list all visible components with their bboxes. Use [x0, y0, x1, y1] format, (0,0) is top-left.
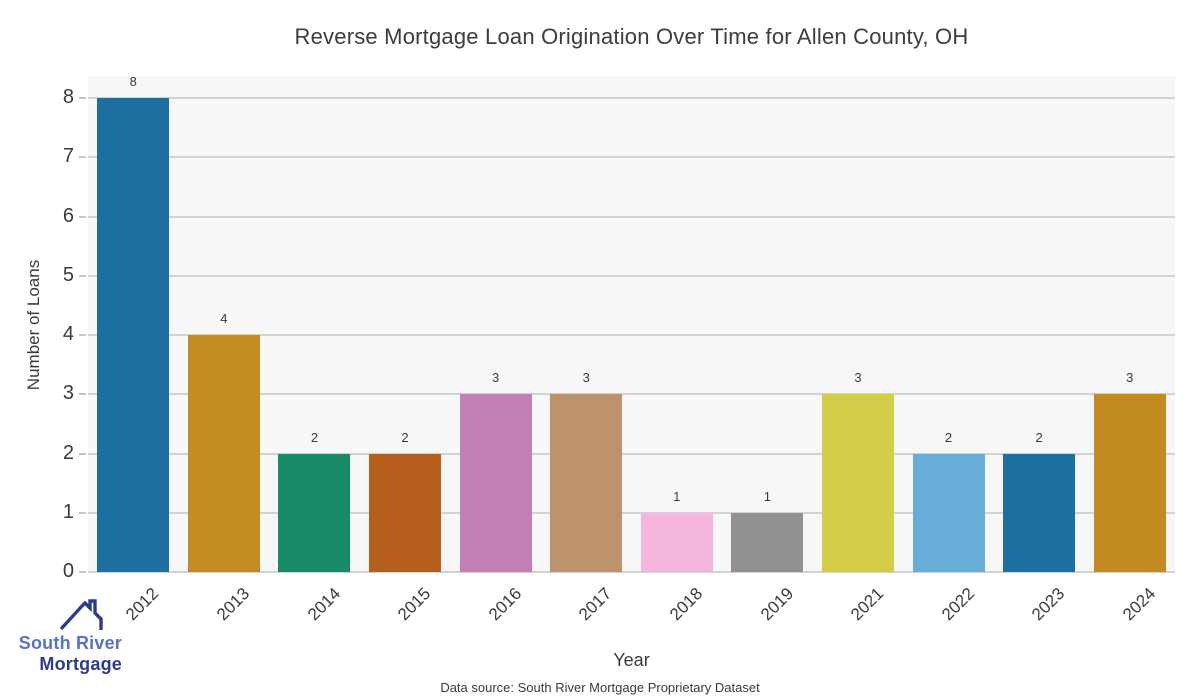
- bar-2019: [731, 512, 804, 572]
- xtick-label-2015: 2015: [394, 584, 435, 625]
- xtick-label-2017: 2017: [575, 584, 616, 625]
- bar-2022: [912, 453, 985, 572]
- ytick-dash-1: [79, 511, 86, 514]
- house-roof-icon: [59, 599, 103, 631]
- ytick-dash-7: [79, 156, 86, 159]
- bar-value-2013: 4: [220, 311, 228, 326]
- bar-value-2024: 3: [1126, 370, 1134, 386]
- south-river-mortgage-logo: South River Mortgage: [14, 597, 122, 675]
- bar-value-2023: 2: [1035, 429, 1043, 445]
- xtick-label-2013: 2013: [213, 584, 254, 625]
- bar-2023: [1003, 453, 1076, 572]
- xtick-label-2021: 2021: [847, 584, 888, 625]
- gridline-y4: [88, 334, 1175, 336]
- xtick-label-2019: 2019: [756, 584, 797, 625]
- ytick-label-0: 0: [62, 560, 74, 582]
- xtick-label-2012: 2012: [122, 584, 163, 625]
- ytick-dash-4: [79, 334, 86, 336]
- gridline-y7: [88, 156, 1175, 159]
- plot-area: 8 4 2 2 3 3 1 1 3 2 2 3: [88, 74, 1175, 573]
- gridline-y8: [88, 97, 1175, 99]
- ytick-label-8: 8: [62, 86, 74, 108]
- gridline-y0: [88, 571, 1175, 573]
- bar-value-2012: 8: [129, 74, 137, 89]
- ytick-label-1: 1: [62, 500, 74, 523]
- xtick-label-2018: 2018: [666, 584, 707, 625]
- bar-2013: [187, 335, 260, 572]
- gridline-y3: [88, 393, 1175, 396]
- bar-value-2016: 3: [492, 370, 500, 386]
- x-axis-label: Year: [613, 650, 650, 670]
- bar-2014: [278, 453, 351, 572]
- chart-title: Reverse Mortgage Loan Origination Over T…: [294, 24, 969, 49]
- xtick-label-2023: 2023: [1028, 584, 1069, 625]
- logo-text-mortgage: Mortgage: [39, 654, 122, 674]
- ytick-dash-5: [79, 274, 86, 277]
- gridline-y1: [88, 511, 1175, 514]
- ytick-label-5: 5: [62, 263, 74, 286]
- bar-value-2018: 1: [673, 488, 681, 504]
- bar-value-2014: 2: [310, 429, 319, 445]
- gridline-y6: [88, 215, 1175, 218]
- bar-value-2019: 1: [763, 488, 771, 504]
- ytick-dash-3: [79, 393, 86, 396]
- ytick-label-4: 4: [62, 323, 74, 345]
- data-source-caption: Data source: South River Mortgage Propri…: [440, 680, 760, 695]
- ytick-label-6: 6: [62, 204, 74, 227]
- bar-2016: [459, 394, 532, 572]
- logo-text-south-river: South River: [18, 633, 122, 653]
- gridline-y5: [88, 274, 1175, 277]
- ytick-dash-6: [79, 215, 86, 218]
- bar-value-2022: 2: [944, 429, 953, 445]
- gridline-y2: [88, 452, 1175, 455]
- xtick-label-2014: 2014: [303, 584, 344, 625]
- bar-value-2015: 2: [401, 429, 409, 445]
- bar-2021: [821, 394, 894, 572]
- ytick-dash-8: [79, 97, 86, 99]
- bar-2012: [97, 98, 170, 572]
- ytick-dash-0: [79, 571, 86, 573]
- ytick-label-2: 2: [62, 441, 74, 464]
- bar-value-2021: 3: [854, 370, 862, 386]
- ytick-dash-2: [79, 452, 86, 455]
- xtick-label-2016: 2016: [484, 584, 526, 625]
- bar-2018: [640, 512, 713, 572]
- bar-value-2017: 3: [582, 370, 590, 386]
- bar-2015: [369, 453, 442, 572]
- bar-2024: [1093, 394, 1166, 572]
- ytick-label-7: 7: [62, 145, 74, 168]
- xtick-label-2024: 2024: [1118, 584, 1160, 625]
- bar-2017: [550, 394, 623, 572]
- ytick-label-3: 3: [62, 382, 74, 405]
- xtick-label-2022: 2022: [937, 584, 978, 625]
